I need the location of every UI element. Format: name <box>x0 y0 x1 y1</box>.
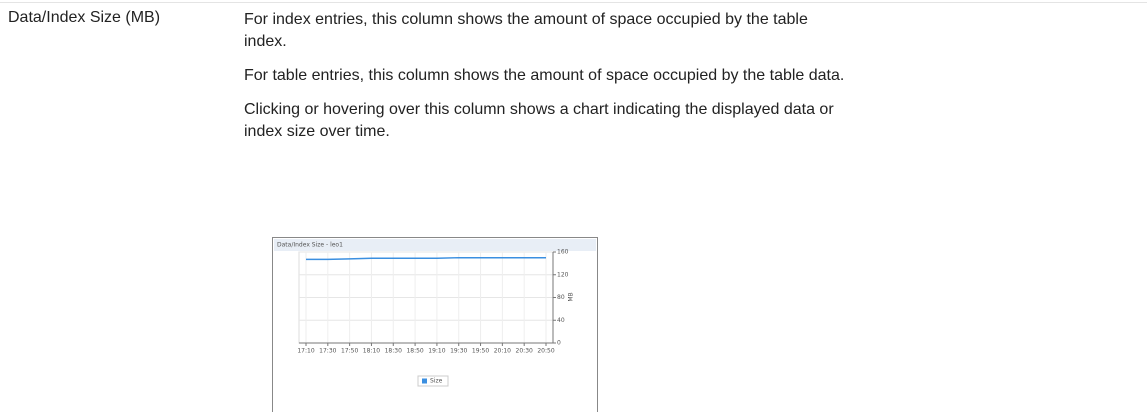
x-tick-label: 20:30 <box>516 348 533 355</box>
x-tick-label: 17:10 <box>297 348 314 355</box>
x-tick-label: 20:10 <box>494 348 511 355</box>
y-axis-label: MB <box>568 292 575 301</box>
x-tick-label: 18:30 <box>385 348 402 355</box>
paragraph: For index entries, this column shows the… <box>244 9 849 53</box>
chart: Data/Index Size - leo1 MB 0 40 80 120 160 17:… <box>272 237 598 412</box>
x-tick-label: 19:10 <box>428 348 445 355</box>
y-tick-label: 80 <box>557 294 565 301</box>
paragraph: For table entries, this column shows the… <box>244 65 849 87</box>
y-tick-label: 40 <box>557 317 565 324</box>
y-tick-label: 160 <box>557 249 569 256</box>
x-tick-label: 17:50 <box>341 348 358 355</box>
legend-label: Size <box>430 378 443 385</box>
x-tick-label: 18:50 <box>406 348 423 355</box>
term: Data/Index Size (MB) <box>8 9 160 27</box>
divider <box>0 2 1147 3</box>
x-tick-label: 19:50 <box>472 348 489 355</box>
legend-swatch <box>422 379 427 384</box>
x-tick-label: 19:30 <box>450 348 467 355</box>
chart-title: Data/Index Size - leo1 <box>277 242 343 249</box>
x-tick-label: 17:30 <box>319 348 336 355</box>
x-tick-label: 20:50 <box>537 348 554 355</box>
y-tick-label: 0 <box>557 340 561 347</box>
paragraph: Clicking or hovering over this column sh… <box>244 99 849 143</box>
x-tick-label: 18:10 <box>363 348 380 355</box>
y-tick-label: 120 <box>557 271 569 278</box>
description: For index entries, this column shows the… <box>244 9 849 155</box>
